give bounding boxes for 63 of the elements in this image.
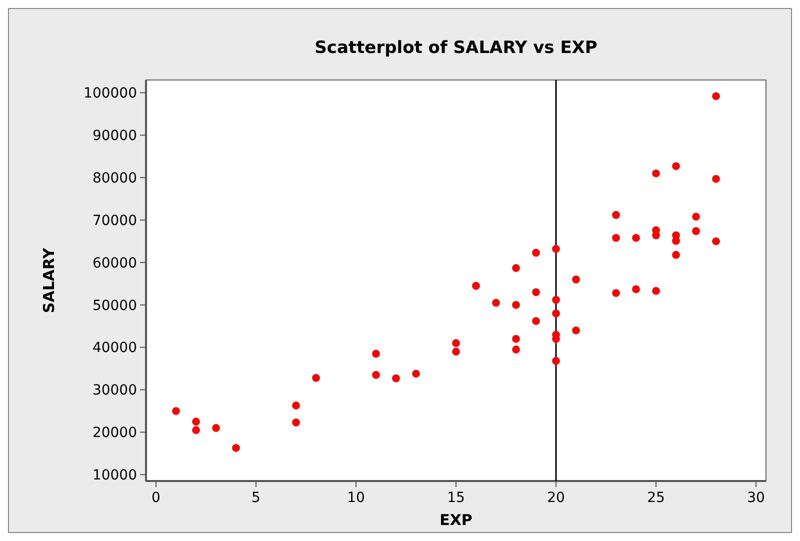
point	[612, 211, 620, 219]
y-tick-label: 10000	[92, 468, 137, 484]
point	[192, 426, 200, 434]
x-tick-label: 5	[252, 490, 260, 506]
point	[712, 92, 720, 100]
point	[532, 248, 540, 257]
y-tick-label: 80000	[92, 170, 137, 186]
point	[572, 326, 580, 334]
y-tick-label: 30000	[92, 382, 137, 399]
point	[512, 264, 520, 272]
y-tick-label: 20000	[92, 425, 137, 442]
point	[612, 289, 620, 297]
point	[632, 285, 640, 294]
point	[372, 350, 380, 358]
x-tick-label: 10	[347, 490, 365, 506]
y-tick-label: 100000	[84, 86, 137, 102]
y-tick-label: 70000	[92, 212, 137, 229]
point	[372, 371, 380, 379]
point	[692, 227, 700, 235]
point	[532, 288, 540, 296]
point	[392, 374, 400, 382]
x-tick-label: 20	[547, 490, 565, 506]
x-tick-label: 30	[747, 490, 765, 506]
point	[512, 334, 520, 343]
chart-title: Scatterplot of SALARY vs EXP	[314, 38, 598, 58]
x-tick-label: 0	[152, 490, 160, 506]
point	[452, 348, 460, 356]
point	[292, 418, 300, 426]
point	[472, 282, 480, 290]
point	[552, 244, 560, 253]
x-axis-title: EXP	[440, 511, 472, 529]
point	[172, 407, 180, 415]
y-tick-label: 60000	[92, 255, 137, 272]
point	[512, 346, 520, 354]
point	[712, 174, 720, 183]
point	[572, 276, 580, 284]
point	[552, 296, 560, 304]
point	[312, 374, 320, 382]
y-axis-title: SALARY	[40, 246, 58, 314]
point	[652, 286, 660, 295]
point	[672, 162, 680, 170]
point	[212, 424, 220, 432]
x-tick-label: 25	[647, 490, 665, 506]
point	[552, 309, 560, 318]
point	[292, 402, 300, 410]
point	[532, 317, 540, 325]
y-tick-label: 40000	[92, 340, 137, 356]
point	[652, 169, 660, 178]
point	[492, 298, 500, 307]
point	[412, 370, 420, 378]
x-tick-label: 15	[447, 490, 465, 506]
point	[612, 234, 620, 242]
y-tick-label: 90000	[92, 128, 137, 144]
point	[452, 339, 460, 347]
y-tick-label: 50000	[92, 298, 137, 314]
point	[672, 250, 680, 259]
point	[552, 357, 560, 365]
point	[712, 237, 720, 246]
point	[692, 212, 700, 221]
point	[632, 234, 640, 242]
point	[232, 444, 240, 452]
point	[512, 301, 520, 309]
point	[192, 418, 200, 426]
